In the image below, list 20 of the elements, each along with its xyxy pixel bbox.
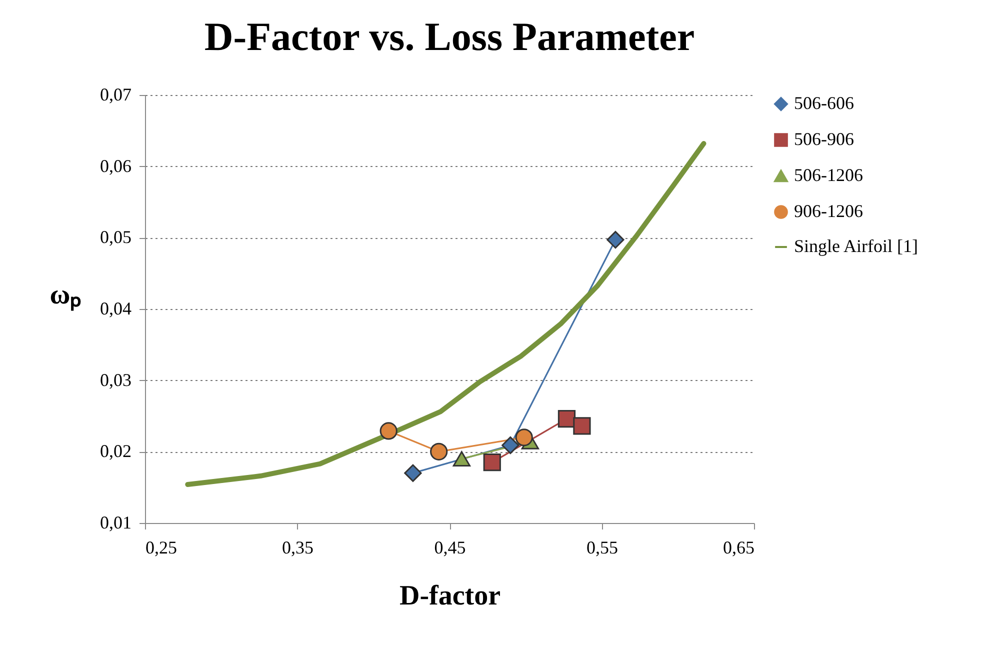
legend-label: 506-606: [794, 93, 854, 113]
x-axis-title: D-factor: [399, 580, 501, 612]
y-tick-label: 0,07: [100, 84, 132, 104]
legend-label: Single Airfoil [1]: [794, 236, 918, 256]
y-tick-label: 0,02: [100, 441, 132, 462]
y-tick-label: 0,03: [100, 370, 132, 390]
x-tick-label: 0,45: [434, 538, 466, 558]
x-tick-label: 0,55: [586, 538, 618, 558]
y-tick-label: 0,01: [100, 512, 132, 532]
y-axis-title: ωₚ: [50, 280, 82, 312]
legend-label: 506-906: [794, 129, 854, 149]
y-tick-label: 0,04: [100, 298, 132, 318]
x-tick-label: 0,65: [723, 538, 754, 558]
y-tick-label: 0,05: [100, 227, 132, 248]
x-tick-label: 0,35: [282, 538, 314, 558]
chart-title: D-Factor vs. Loss Parameter: [204, 14, 695, 59]
legend-label: 906-1206: [794, 201, 863, 221]
y-tick-label: 0,06: [100, 156, 132, 176]
x-tick-label: 0,25: [146, 538, 177, 558]
legend-label: 506-1206: [794, 165, 863, 185]
